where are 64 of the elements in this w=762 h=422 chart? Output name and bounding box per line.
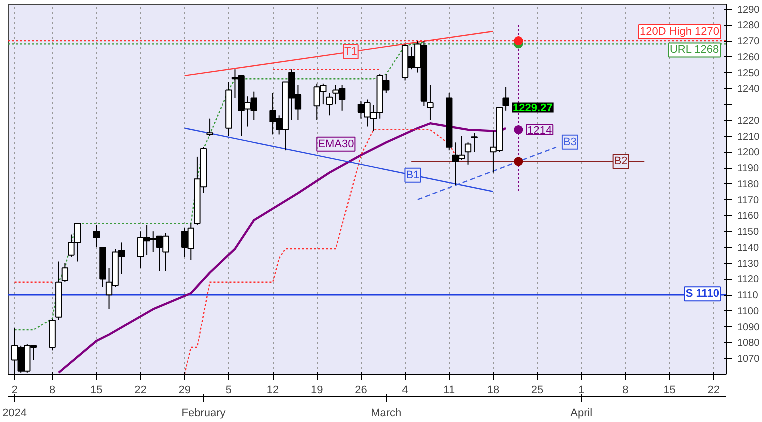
candlestick (502, 86, 510, 112)
x-tick-label: 2 (12, 384, 18, 396)
y-tick-label: 1160 (738, 211, 760, 222)
y-tick-label: 1150 (738, 227, 760, 238)
x-tick-label: 5 (226, 384, 232, 396)
series-label: T1 (344, 46, 358, 58)
y-tick-label: 1170 (738, 195, 760, 206)
x-tick-label: 25 (531, 384, 544, 396)
y-tick-label: 1280 (738, 20, 760, 32)
y-tick-label: 1090 (738, 322, 760, 334)
x-tick-label: 26 (355, 384, 368, 396)
x-tick-label: 15 (664, 384, 676, 396)
x-tick-label: 29 (178, 384, 191, 396)
ref-line-label: URL 1268 (670, 44, 720, 56)
ref-line-label: S 1110 (686, 288, 720, 300)
y-tick-label: 1110 (738, 290, 759, 302)
series-label: B3 (563, 136, 577, 148)
x-tick-label: 1 (578, 384, 585, 396)
point (514, 157, 524, 166)
candlestick (93, 224, 100, 248)
y-tick-label: 1290 (738, 4, 760, 16)
point (514, 125, 524, 134)
y-tick-label: 1130 (738, 258, 760, 270)
data-label: 1214 (528, 124, 552, 137)
y-tick-label: 1080 (738, 338, 760, 350)
ref-line-label: 120D High 1270 (640, 26, 720, 38)
x-tick-label: 19 (310, 384, 324, 396)
x2-tick-label: February (182, 408, 226, 420)
candlestick (471, 132, 478, 153)
x-tick-label: 22 (708, 384, 720, 396)
y-tick-label: 1120 (738, 274, 760, 286)
y-tick-label: 1140 (738, 242, 760, 254)
x2-tick-label: April (570, 408, 593, 420)
y-tick-label: 1270 (738, 36, 760, 48)
annotation: 1229.27 (513, 102, 553, 115)
y-tick-label: 1180 (738, 179, 760, 190)
point (514, 36, 524, 46)
y-tick-label: 1100 (738, 306, 760, 318)
x-tick-label: 15 (90, 384, 103, 396)
x-tick-label: 11 (444, 384, 456, 396)
series-label: B2 (614, 156, 628, 168)
y-tick-label: 1070 (738, 354, 760, 366)
candlestick (326, 92, 334, 116)
y-tick-label: 1250 (738, 68, 760, 80)
candlestick (464, 142, 472, 166)
x-tick-label: 4 (402, 384, 408, 396)
y-tick-label: 1260 (738, 52, 760, 64)
x-tick-label: 8 (622, 384, 629, 396)
x-tick-label: 12 (266, 384, 280, 396)
x2-tick-label: 2024 (2, 408, 28, 420)
y-tick-label: 1220 (738, 116, 760, 127)
x2-tick-label: March (371, 408, 402, 420)
x-tick-label: 8 (50, 384, 56, 396)
y-tick-label: 1240 (738, 84, 760, 96)
line-series (58, 122, 508, 374)
x-tick-label: 18 (487, 384, 500, 396)
y-tick-label: 1210 (738, 132, 760, 143)
series-label: B1 (406, 169, 420, 182)
y-tick-label: 1200 (738, 148, 760, 159)
candlestick (206, 118, 214, 137)
candlestick (62, 262, 69, 283)
x-tick-label: 22 (134, 384, 147, 396)
series-label: EMA30 (318, 138, 354, 150)
y-tick-label: 1190 (738, 164, 760, 175)
